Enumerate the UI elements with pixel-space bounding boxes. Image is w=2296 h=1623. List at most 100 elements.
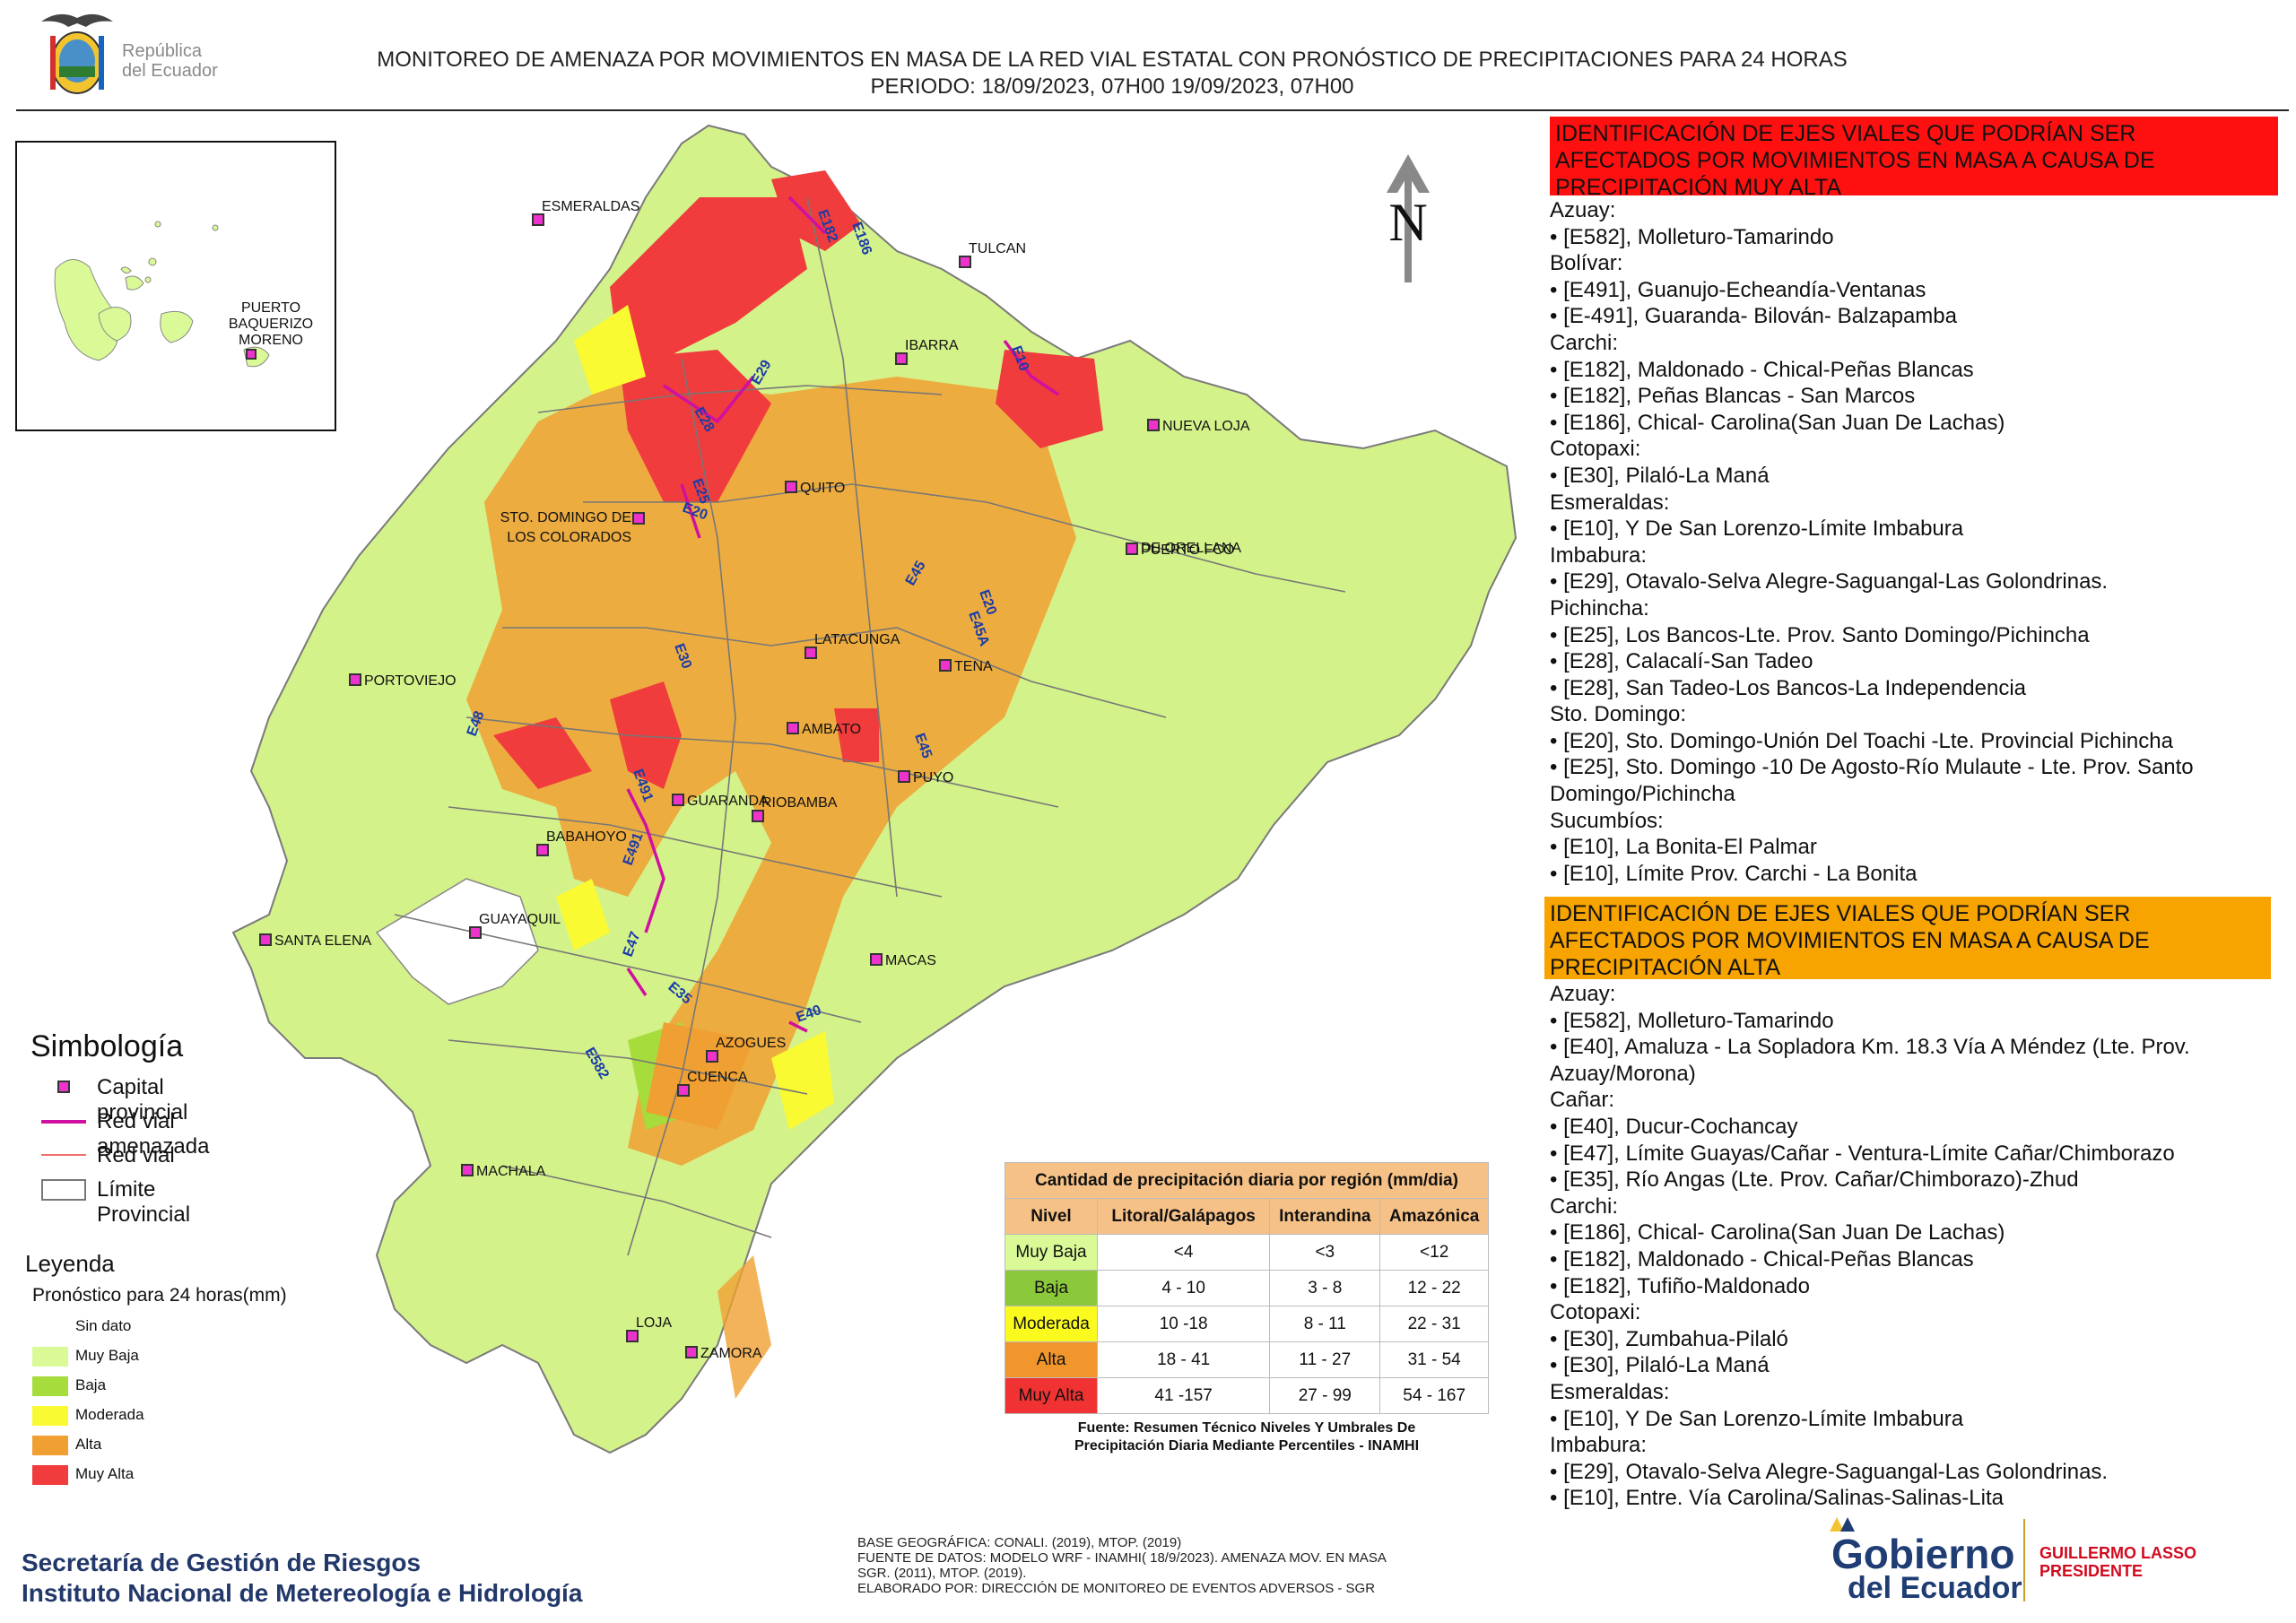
capital-marker (677, 1084, 690, 1097)
road-item: • [E20], Sto. Domingo-Unión Del Toachi -… (1550, 728, 2173, 753)
threatened-road-line-icon (41, 1120, 86, 1124)
road-item: • [E40], Amaluza - La Sopladora Km. 18.3… (1550, 1035, 2190, 1060)
capital-marker (461, 1164, 474, 1176)
leyenda-swatch (32, 1465, 68, 1485)
city-label: STO. DOMINGO DE (500, 510, 631, 525)
precip-source-line1: Fuente: Resumen Técnico Niveles Y Umbral… (1077, 1420, 1416, 1436)
capital-marker (895, 352, 908, 365)
panel-muy-alta-heading-1: IDENTIFICACIÓN DE EJES VIALES QUE PODRÍA… (1555, 121, 2136, 146)
credit-line-4: ELABORADO POR: DIRECCIÓN DE MONITOREO DE… (857, 1581, 1376, 1596)
capital-marker (685, 1346, 698, 1358)
legend-capital-label: Capital provincial (97, 1075, 188, 1124)
credit-line-2: FUENTE DE DATOS: MODELO WRF - INAMHI( 18… (857, 1550, 1387, 1566)
capital-marker (706, 1050, 718, 1063)
leyenda-label: Alta (75, 1436, 102, 1453)
footer-org-2: Instituto Nacional de Metereología e Hid… (22, 1579, 583, 1607)
legend-boundary: Límite Provincial (30, 1177, 190, 1227)
galapagos-city-label-1: PUERTO (241, 300, 300, 316)
leyenda-label: Muy Baja (75, 1347, 139, 1364)
road-item: • [E30], Zumbahua-Pilaló (1550, 1326, 1788, 1351)
credit-line-1: BASE GEOGRÁFICA: CONALI. (2019), MTOP. (… (857, 1535, 1182, 1550)
precip-table-source: Fuente: Resumen Técnico Niveles Y Umbral… (1004, 1419, 1489, 1455)
provincial-boundaries (394, 196, 1346, 1256)
city-label: CUENCA (687, 1070, 748, 1085)
precip-cell-nivel: Muy Baja (1004, 1234, 1099, 1271)
footer-credits: BASE GEOGRÁFICA: CONALI. (2019), MTOP. (… (857, 1535, 1387, 1596)
leyenda-item: Muy Baja (25, 1343, 287, 1373)
city-label: DE ORELLANA (1141, 541, 1241, 556)
road-item: • [E40], Ducur-Cochancay (1550, 1114, 1798, 1139)
title-period: PERIODO: 18/09/2023, 07H00 19/09/2023, 0… (870, 74, 1354, 99)
president-block: GUILLERMO LASSO PRESIDENTE (2039, 1544, 2196, 1580)
city-label: ESMERALDAS (542, 199, 639, 214)
precipitation-zones (466, 170, 1103, 1399)
precip-cell-ama: 31 - 54 (1379, 1341, 1489, 1378)
province-heading: Esmeraldas: (1550, 490, 1670, 515)
capital-marker (939, 659, 952, 672)
city-label: AMBATO (802, 722, 861, 737)
credit-line-3: SGR. (2011), MTOP. (2019). (857, 1566, 1027, 1581)
ecuador-coat-of-arms-icon (41, 13, 113, 94)
precip-rows: Muy Baja <4 <3 <12 Baja 4 - 10 3 - 8 12 - 22 Mod… (1004, 1234, 1489, 1414)
precip-cell-int: 3 - 8 (1269, 1270, 1381, 1306)
province-heading: Esmeraldas: (1550, 1379, 1670, 1404)
gobierno-logo-icon (1830, 1517, 1855, 1532)
leyenda-swatch (32, 1347, 68, 1367)
precip-cell-int: 27 - 99 (1269, 1377, 1381, 1414)
col-amazonica: Amazónica (1379, 1198, 1489, 1235)
road-item: • [E186], Chical- Carolina(San Juan De L… (1550, 410, 2005, 435)
road-item: • [E182], Tufiño-Maldonado (1550, 1273, 1810, 1298)
city-label: BABAHOYO (546, 829, 627, 845)
city-label: NUEVA LOJA (1162, 419, 1250, 434)
panel-alta-list: Azuay: • [E582], Molleturo-Tamarindo • [E4… (1550, 981, 2285, 1512)
capital-marker (632, 512, 645, 525)
precip-cell-nivel: Moderada (1004, 1306, 1099, 1342)
legend-road: Red vial (30, 1143, 183, 1177)
road-item: • [E10], Y De San Lorenzo-Límite Imbabur… (1550, 1406, 1964, 1431)
title-line1: MONITOREO DE AMENAZA POR MOVIMIENTOS EN … (377, 48, 1848, 72)
province-heading: Azuay: (1550, 198, 1616, 222)
col-nivel: Nivel (1004, 1198, 1099, 1235)
capital-marker (1147, 419, 1160, 431)
simbologia: Simbología Capital provincial Red vial a… (30, 1029, 209, 1227)
province-heading: Sucumbíos: (1550, 808, 1664, 833)
road-item: • [E35], Río Angas (Lte. Prov. Cañar/Chi… (1550, 1167, 2079, 1193)
leyenda: Leyenda Pronóstico para 24 horas(mm) Sin… (25, 1250, 287, 1491)
leyenda-items: Sin dato Muy Baja Baja Moderada Alta Muy Alta (25, 1314, 287, 1491)
precip-row: Moderada 10 -18 8 - 11 22 - 31 (1004, 1306, 1489, 1342)
leyenda-subtitle: Pronóstico para 24 horas(mm) (32, 1285, 287, 1306)
panel-alta-heading-1: IDENTIFICACIÓN DE EJES VIALES QUE PODRÍA… (1550, 901, 2131, 926)
capital-marker (898, 770, 910, 783)
capital-marker (672, 794, 684, 806)
panel-alta-heading-3: PRECIPITACIÓN ALTA (1550, 955, 1780, 980)
precip-cell-nivel: Muy Alta (1004, 1377, 1099, 1414)
legend-threatened-road: Red vial amenazada (30, 1109, 209, 1159)
capital-marker (785, 481, 797, 493)
col-litoral: Litoral/Galápagos (1097, 1198, 1271, 1235)
city-label: ZAMORA (700, 1346, 762, 1361)
gobierno-text: Gobierno (1831, 1531, 2015, 1577)
north-arrow-icon: N (1387, 154, 1430, 282)
capital-marker (1126, 542, 1138, 555)
road-item: • [E-491], Guaranda- Bilován- Balzapamba (1550, 304, 1957, 329)
precip-row: Alta 18 - 41 11 - 27 31 - 54 (1004, 1341, 1489, 1378)
province-heading: Cotopaxi: (1550, 437, 1641, 462)
precip-cell-int: 8 - 11 (1269, 1306, 1381, 1342)
capital-marker (626, 1330, 639, 1342)
gulf-of-guayaquil (375, 878, 539, 1005)
province-heading: Azuay: (1550, 982, 1616, 1006)
precip-table: Cantidad de precipitación diaria por reg… (1004, 1162, 1489, 1414)
city-label: GUARANDA (687, 794, 769, 809)
city-label: IBARRA (905, 338, 959, 353)
precip-row: Muy Baja <4 <3 <12 (1004, 1234, 1489, 1271)
road-item: • [E30], Pilaló-La Maná (1550, 463, 1770, 488)
president-title: PRESIDENTE (2039, 1562, 2144, 1580)
boundary-box-icon (41, 1179, 86, 1201)
province-heading: Carchi: (1550, 1193, 1619, 1219)
capital-marker (532, 213, 544, 226)
province-heading: Imbabura: (1550, 1433, 1648, 1458)
province-heading: Cañar: (1550, 1088, 1615, 1113)
leyenda-item: Muy Alta (25, 1462, 287, 1491)
panel-muy-alta-heading-2: AFECTADOS POR MOVIMIENTOS EN MASA A CAUS… (1555, 148, 2155, 173)
